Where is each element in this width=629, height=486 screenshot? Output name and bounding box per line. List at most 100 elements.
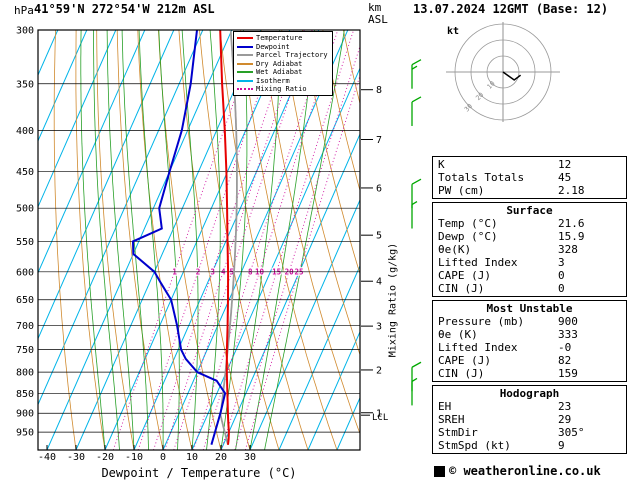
- panel-row-value: 21.6: [558, 217, 585, 230]
- panel-row-value: 3: [558, 256, 565, 269]
- height-axis-unit: km ASL: [368, 2, 388, 26]
- panel-row-value: 2.18: [558, 184, 585, 197]
- pressure-tick-label: 650: [16, 295, 34, 306]
- temp-tick-label: -30: [67, 452, 85, 463]
- temp-tick-label: 20: [215, 452, 227, 463]
- legend-swatch: [237, 45, 253, 48]
- legend-item-dry-adiabat: Dry Adiabat: [234, 60, 332, 69]
- legend-swatch: [237, 71, 253, 74]
- legend-label: Isotherm: [256, 76, 290, 85]
- temperature-curve: [219, 30, 230, 445]
- panel-row-label: Temp (°C): [438, 217, 498, 230]
- pressure-tick-label: 950: [16, 428, 34, 439]
- panel-row: Pressure (mb) 900: [433, 315, 626, 328]
- legend-item-isotherm: Isotherm: [234, 77, 332, 86]
- panel-row-label: CIN (J): [438, 367, 485, 380]
- datetime-title: 13.07.2024 12GMT (Base: 12): [413, 2, 609, 16]
- legend-label: Mixing Ratio: [256, 85, 307, 94]
- station-title: 41°59'N 272°54'W 212m ASL: [34, 2, 215, 16]
- panel-row-value: 29: [558, 413, 572, 426]
- km-tick-label: 7: [376, 135, 382, 146]
- panel-row-value: 305°: [558, 426, 585, 439]
- legend-swatch: [237, 37, 253, 40]
- panel-row-label: StmDir: [438, 426, 478, 439]
- sounding-curves: [131, 30, 238, 445]
- dewpoint-curve: [131, 30, 227, 445]
- pressure-tick-label: 350: [16, 79, 34, 90]
- legend-swatch: [237, 79, 253, 82]
- skewt-background: 1 2 3 4 5 8 10 15 20 25: [38, 30, 360, 450]
- panel-row: EH 23: [433, 400, 626, 413]
- pressure-tick-label: 800: [16, 368, 34, 379]
- pressure-tick-label: 600: [16, 267, 34, 278]
- wind-barbs: [411, 59, 422, 406]
- panel-row-label: EH: [438, 400, 452, 413]
- panel-row-value: 0: [558, 282, 565, 295]
- panel-row: StmSpd (kt) 9: [433, 439, 626, 452]
- plot-border: [37, 29, 361, 451]
- panel-row-label: PW (cm): [438, 184, 485, 197]
- temp-tick-label: -20: [96, 452, 114, 463]
- pressure-tick-label: 400: [16, 126, 34, 137]
- legend-swatch: [237, 62, 253, 65]
- pressure-tick-label: 550: [16, 237, 34, 248]
- panel-row: Dewp (°C) 15.9: [433, 230, 626, 243]
- panel-row-label: CIN (J): [438, 282, 485, 295]
- temp-tick-label: -40: [38, 452, 56, 463]
- panel-row: θe (K) 333: [433, 328, 626, 341]
- panel-row-value: 82: [558, 354, 572, 367]
- mixing-ratio-axis-label: Mixing Ratio (g/kg): [387, 242, 399, 358]
- panel-row-value: 12: [558, 158, 572, 171]
- panel-row-label: Dewp (°C): [438, 230, 498, 243]
- legend-swatch: [237, 54, 253, 57]
- panel-row-value: 900: [558, 315, 578, 328]
- panel-row-label: K: [438, 158, 445, 171]
- legend-item-wet-adiabat: Wet Adiabat: [234, 68, 332, 77]
- panel-row: Temp (°C) 21.6: [433, 217, 626, 230]
- legend-label: Temperature: [256, 34, 303, 43]
- panel-row: Lifted Index 3: [433, 256, 626, 269]
- logo-square-icon: [434, 465, 445, 477]
- legend-item-mixing-ratio: Mixing Ratio: [234, 85, 332, 94]
- panel-row: StmDir 305°: [433, 426, 626, 439]
- km-tick-label: 2: [376, 365, 382, 376]
- panel-box-indices: K 12 Totals Totals 45 PW (cm) 2.18: [432, 156, 627, 199]
- panel-row-label: StmSpd (kt): [438, 439, 511, 452]
- pressure-tick-label: 900: [16, 409, 34, 420]
- km-tick-label: 6: [376, 183, 382, 194]
- panel-row-label: CAPE (J): [438, 354, 491, 367]
- panel-row: CAPE (J) 0: [433, 269, 626, 282]
- panel-box-hodograph: Hodograph EH 23 SREH 29 StmDir 305° StmSpd (kt)…: [432, 385, 627, 454]
- lcl-label: LCL: [372, 413, 388, 423]
- panel-row-label: θe(K): [438, 243, 472, 256]
- pressure-axis-unit: hPa: [14, 4, 34, 17]
- pressure-tick-label: 300: [16, 26, 34, 37]
- panel-row-value: 45: [558, 171, 572, 184]
- panel-row-label: Lifted Index: [438, 256, 518, 269]
- panel-row-value: 159: [558, 367, 578, 380]
- temp-tick-label: 0: [160, 452, 166, 463]
- legend-item-temperature: Temperature: [234, 34, 332, 43]
- height-axis-unit-km: km: [368, 1, 382, 14]
- panel-row-label: Totals Totals: [438, 171, 525, 184]
- panel-box-surface: Surface Temp (°C) 21.6 Dewp (°C) 15.9 θe(K) 32…: [432, 202, 627, 297]
- panel-row-label: θe (K): [438, 328, 478, 341]
- legend-label: Parcel Trajectory: [256, 51, 328, 60]
- copyright-text: © weatheronline.co.uk: [449, 464, 601, 478]
- height-axis-unit-asl: ASL: [368, 13, 388, 26]
- panel-row: Lifted Index -0: [433, 341, 626, 354]
- km-tick-label: 4: [376, 277, 382, 288]
- x-axis-label: Dewpoint / Temperature (°C): [101, 466, 297, 480]
- km-tick-label: 3: [376, 322, 382, 333]
- pressure-tick-label: 850: [16, 389, 34, 400]
- panel-row-label: Pressure (mb): [438, 315, 525, 328]
- panel-box-most-unstable: Most Unstable Pressure (mb) 900 θe (K) 333 Li…: [432, 300, 627, 382]
- km-tick-label: 8: [376, 85, 382, 96]
- copyright: © weatheronline.co.uk: [434, 464, 601, 478]
- hodograph-unit-label: kt: [447, 26, 459, 37]
- panel-row-label: Lifted Index: [438, 341, 518, 354]
- legend-label: Dry Adiabat: [256, 59, 303, 68]
